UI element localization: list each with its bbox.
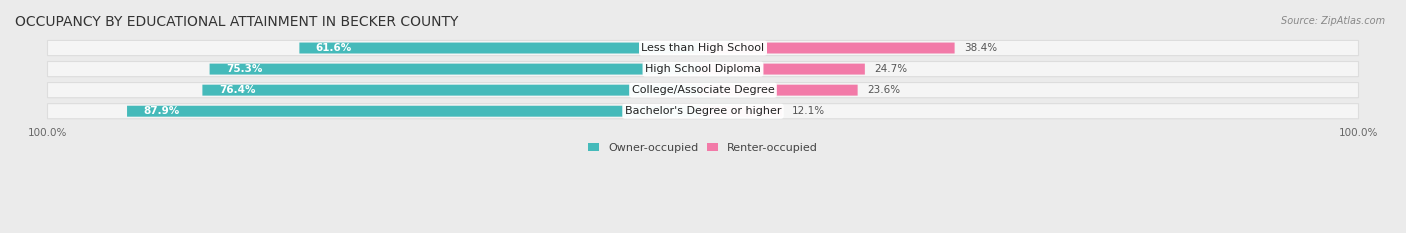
FancyBboxPatch shape: [700, 64, 865, 75]
Legend: Owner-occupied, Renter-occupied: Owner-occupied, Renter-occupied: [583, 138, 823, 157]
Text: High School Diploma: High School Diploma: [645, 64, 761, 74]
Text: Bachelor's Degree or higher: Bachelor's Degree or higher: [624, 106, 782, 116]
Text: 87.9%: 87.9%: [143, 106, 180, 116]
FancyBboxPatch shape: [48, 82, 1358, 98]
Text: College/Associate Degree: College/Associate Degree: [631, 85, 775, 95]
Text: OCCUPANCY BY EDUCATIONAL ATTAINMENT IN BECKER COUNTY: OCCUPANCY BY EDUCATIONAL ATTAINMENT IN B…: [15, 15, 458, 29]
FancyBboxPatch shape: [48, 41, 1358, 56]
Text: 12.1%: 12.1%: [792, 106, 825, 116]
Text: Less than High School: Less than High School: [641, 43, 765, 53]
Text: 23.6%: 23.6%: [868, 85, 901, 95]
Text: 61.6%: 61.6%: [316, 43, 352, 53]
FancyBboxPatch shape: [700, 106, 782, 117]
FancyBboxPatch shape: [209, 64, 706, 75]
Text: 24.7%: 24.7%: [875, 64, 908, 74]
Text: 76.4%: 76.4%: [219, 85, 256, 95]
FancyBboxPatch shape: [48, 104, 1358, 119]
FancyBboxPatch shape: [127, 106, 706, 117]
FancyBboxPatch shape: [700, 43, 955, 54]
Text: 38.4%: 38.4%: [965, 43, 998, 53]
FancyBboxPatch shape: [48, 62, 1358, 77]
Text: Source: ZipAtlas.com: Source: ZipAtlas.com: [1281, 16, 1385, 26]
FancyBboxPatch shape: [700, 85, 858, 96]
FancyBboxPatch shape: [202, 85, 706, 96]
FancyBboxPatch shape: [299, 43, 706, 54]
Text: 75.3%: 75.3%: [226, 64, 263, 74]
